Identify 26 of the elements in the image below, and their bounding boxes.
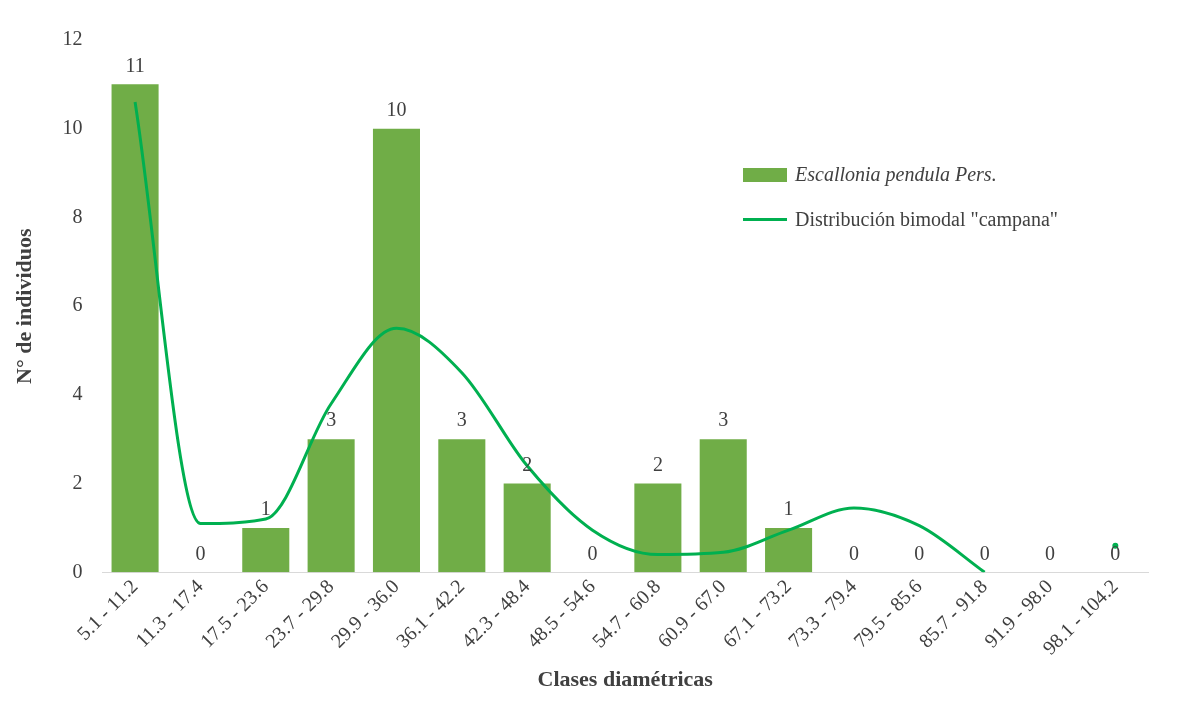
data-label: 0 [848,541,859,564]
y-tick-label: 0 [72,559,83,582]
data-label: 3 [718,408,729,431]
legend-label: Escallonia pendula Pers. [795,163,997,186]
data-label: 2 [652,452,663,475]
data-label: 3 [456,408,467,431]
data-label: 0 [1110,541,1121,564]
y-tick-label: 6 [72,293,83,316]
data-label: 0 [1044,541,1055,564]
data-label: 0 [587,541,598,564]
y-axis-title: N° de individuos [10,227,36,384]
y-tick-label: 4 [72,382,83,405]
data-label: 1 [783,497,794,520]
data-label: 0 [914,541,925,564]
data-label: 1 [260,497,271,520]
data-label: 10 [386,97,407,120]
y-tick-label: 10 [62,115,83,138]
y-tick-label: 12 [62,27,83,50]
x-axis-title: Clases diamétricas [537,666,714,692]
y-tick-label: 2 [72,470,83,493]
data-label: 0 [195,541,206,564]
data-label: 11 [125,53,145,76]
data-label: 3 [326,408,337,431]
legend-label: Distribución bimodal "campana" [795,208,1058,231]
data-label: 0 [979,541,990,564]
y-tick-label: 8 [72,204,83,227]
